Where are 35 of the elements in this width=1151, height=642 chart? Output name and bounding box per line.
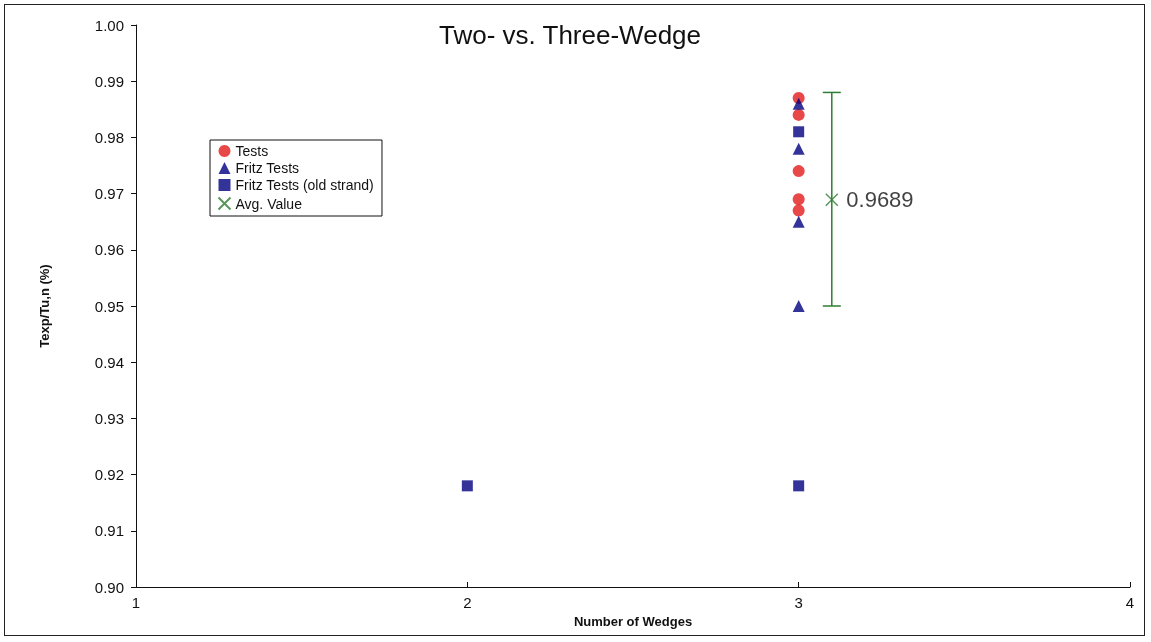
point <box>825 193 839 207</box>
chart-title: Two- vs. Three-Wedge <box>438 20 702 50</box>
legend-label: Tests <box>235 143 269 159</box>
point <box>792 193 805 206</box>
x-axis-title: Number of Wedges <box>573 613 693 629</box>
x-tick-label: 2 <box>463 594 472 611</box>
y-axis-title: Texp/Tu,n (%) <box>37 264 52 348</box>
point <box>793 126 805 138</box>
y-tick-label: 0.91 <box>94 522 124 540</box>
point <box>793 480 805 492</box>
point <box>792 165 805 178</box>
y-tick-label: 0.95 <box>94 297 124 315</box>
y-tick-label: 0.96 <box>94 241 124 259</box>
point <box>792 108 805 121</box>
point <box>792 142 805 155</box>
y-tick-label: 1.00 <box>94 16 124 34</box>
point <box>792 300 805 312</box>
legend-label: Fritz Tests (old strand) <box>235 177 374 193</box>
point <box>461 480 473 492</box>
x-tick-label: 4 <box>1125 594 1135 611</box>
legend-label: Fritz Tests <box>235 160 300 176</box>
y-tick-label: 0.99 <box>94 72 124 90</box>
point <box>792 204 805 217</box>
x-tick-label: 3 <box>794 594 803 611</box>
y-tick-label: 0.92 <box>94 466 124 484</box>
y-tick-label: 0.94 <box>94 353 124 371</box>
point <box>792 215 805 228</box>
x-tick-label: 1 <box>131 594 141 611</box>
legend-label: Avg. Value <box>235 195 303 212</box>
point <box>792 97 805 110</box>
y-tick-label: 0.90 <box>94 578 124 596</box>
y-tick-label: 0.98 <box>94 128 124 146</box>
y-tick-label: 0.93 <box>94 409 124 427</box>
data-label: 0.9689 <box>846 187 914 213</box>
y-tick-label: 0.97 <box>94 185 124 203</box>
